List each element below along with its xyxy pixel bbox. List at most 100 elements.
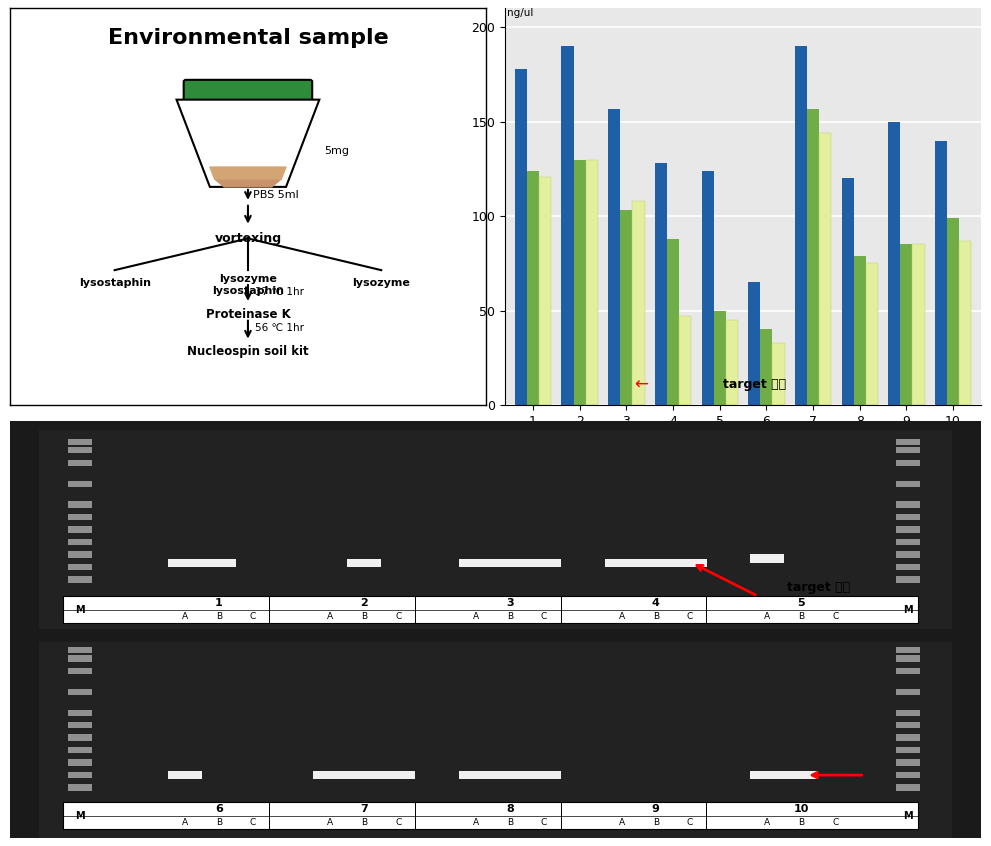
Text: 7: 7 [361,804,369,814]
Bar [67,552,92,558]
Text: A: A [618,612,624,621]
Bar [896,734,921,741]
Bar [459,771,494,779]
Bar [348,771,382,779]
Bar [935,140,947,405]
Bar [772,343,785,405]
Text: lysostaphin: lysostaphin [78,278,151,288]
Text: vortexing: vortexing [214,233,281,245]
Bar [632,201,644,405]
Bar [39,642,952,838]
Bar [896,563,921,570]
Bar [313,771,348,779]
Text: B: B [799,818,805,827]
Bar [896,784,921,791]
Text: Environmental sample: Environmental sample [108,28,388,48]
Bar [67,772,92,778]
Polygon shape [215,179,281,187]
Bar [67,514,92,520]
Bar [896,459,921,466]
Legend: A (Lysostaphin only), B (Lysostaphin+Lysozyme), C (Lysozyme only): A (Lysostaphin only), B (Lysostaphin+Lys… [543,453,943,471]
Bar [896,526,921,533]
Bar [514,69,527,405]
Bar [167,771,202,779]
Polygon shape [210,167,286,179]
Bar [202,558,236,567]
Bar [39,430,952,629]
Bar [896,710,921,716]
Bar [574,160,586,405]
Bar [348,558,382,567]
Bar [959,241,971,405]
Bar [527,171,539,405]
Bar [67,576,92,583]
Bar [853,255,866,405]
Bar [494,558,527,567]
Text: B: B [507,818,513,827]
Text: A: A [764,612,770,621]
Bar [67,539,92,545]
Bar [63,802,918,829]
Text: lysozyme: lysozyme [353,278,410,288]
Text: A: A [473,818,479,827]
Bar [67,784,92,791]
Bar [913,244,925,405]
Bar [866,263,878,405]
Text: B: B [362,612,368,621]
Bar [562,47,574,405]
Bar [67,656,92,662]
Text: A: A [181,818,187,827]
Text: A: A [327,818,333,827]
Bar [841,179,853,405]
Bar [785,771,819,779]
Bar [67,459,92,466]
Bar [702,171,714,405]
Text: B: B [362,818,368,827]
Text: C: C [395,612,401,621]
Text: 6: 6 [215,804,223,814]
Text: A: A [618,818,624,827]
Bar [896,481,921,486]
Bar [896,760,921,766]
Bar [896,647,921,653]
Bar [750,554,785,563]
Text: C: C [250,818,256,827]
Text: 5mg: 5mg [324,146,349,157]
Bar [896,656,921,662]
Bar [67,502,92,508]
Bar [67,563,92,570]
Text: Proteinase K: Proteinase K [205,308,290,321]
Text: C: C [250,612,256,621]
Text: target 밴드: target 밴드 [723,378,787,392]
Bar [807,108,820,405]
Bar [67,734,92,741]
Bar [167,558,202,567]
Bar [620,211,632,405]
Bar [888,122,901,405]
Text: A: A [764,818,770,827]
Polygon shape [176,100,319,187]
Text: B: B [507,612,513,621]
Text: lysozyme
lysostaphin: lysozyme lysostaphin [212,274,284,296]
Text: 2: 2 [361,598,369,607]
Text: M: M [75,810,84,821]
Text: A: A [327,612,333,621]
Bar [67,710,92,716]
Text: 37 ℃ 1hr: 37 ℃ 1hr [255,287,304,297]
Bar [896,689,921,695]
Text: A: A [473,612,479,621]
Bar [947,218,959,405]
Bar [896,772,921,778]
Bar [539,177,551,405]
Text: C: C [395,818,401,827]
Bar [760,329,772,405]
Bar [67,722,92,728]
Bar [748,283,760,405]
Text: C: C [541,612,547,621]
Text: 10: 10 [794,804,809,814]
Bar [896,502,921,508]
Text: C: C [687,612,693,621]
Text: M: M [904,605,913,614]
Text: B: B [216,612,222,621]
Bar [67,689,92,695]
